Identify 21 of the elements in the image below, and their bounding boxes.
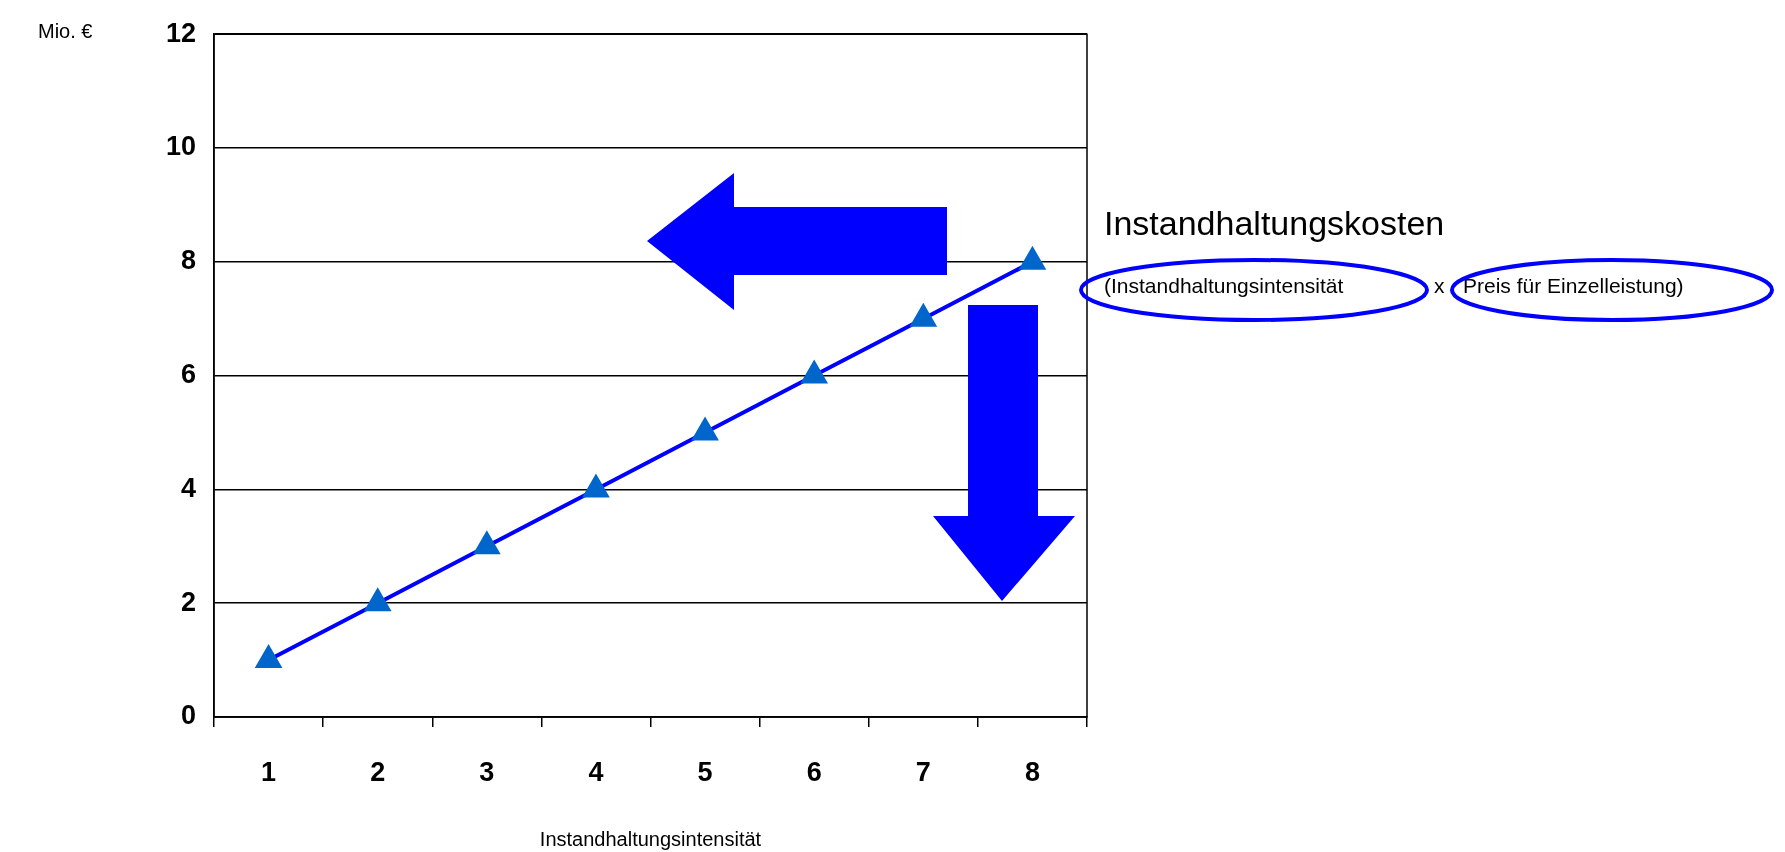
y-tick-label: 4 bbox=[180, 472, 196, 503]
x-tick-label: 7 bbox=[915, 756, 931, 787]
x-tick-label: 6 bbox=[806, 756, 822, 787]
text: Preis für Einzelleistung) bbox=[1463, 274, 1684, 298]
y-axis-title: Mio. € bbox=[38, 20, 93, 43]
x-tick-label: 1 bbox=[261, 756, 277, 787]
y-tick-label: 2 bbox=[180, 586, 196, 617]
y-tick-label: 6 bbox=[180, 359, 196, 390]
x-axis-title: Instandhaltungsintensität bbox=[539, 827, 762, 850]
y-tick-label: 0 bbox=[180, 700, 196, 731]
x-tick-label: 2 bbox=[370, 756, 386, 787]
y-tick-label: 12 bbox=[165, 17, 196, 48]
x-tick-label: 3 bbox=[479, 756, 495, 787]
text: (Instandhaltungsintensität bbox=[1104, 274, 1344, 298]
text: x bbox=[1434, 274, 1445, 298]
text: Instandhaltungskosten bbox=[1104, 204, 1445, 243]
y-tick-label: 10 bbox=[165, 131, 196, 162]
x-tick-label: 4 bbox=[588, 756, 604, 787]
x-tick-label: 5 bbox=[697, 756, 713, 787]
x-tick-label: 8 bbox=[1024, 756, 1040, 787]
y-tick-label: 8 bbox=[180, 245, 196, 276]
